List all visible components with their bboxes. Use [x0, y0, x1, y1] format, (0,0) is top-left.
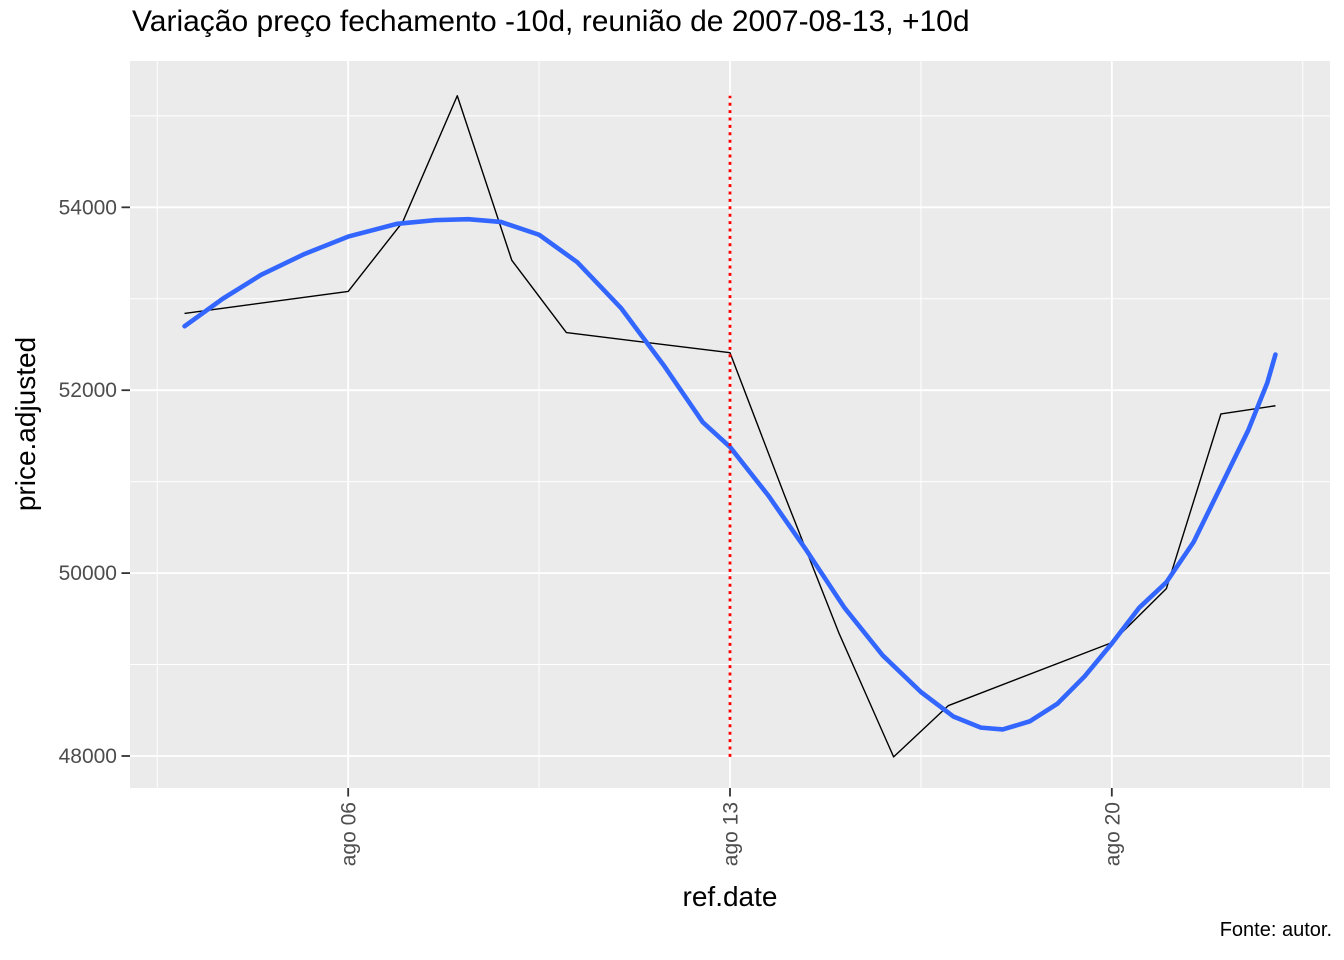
caption: Fonte: autor.	[1219, 919, 1332, 941]
price-line	[184, 95, 1276, 758]
chart-title: Variação preço fechamento -10d, reunião …	[132, 5, 970, 38]
y-tick-label: 48000	[59, 745, 117, 768]
smooth-line	[182, 216, 1278, 732]
x-tick-label: ago 06	[338, 802, 361, 866]
y-axis-title: price.adjusted	[10, 336, 41, 512]
y-tick-label: 52000	[59, 379, 117, 402]
y-tick-label: 54000	[59, 196, 117, 219]
y-tick-label: 50000	[59, 562, 117, 585]
x-tick-label: ago 20	[1101, 802, 1124, 866]
x-axis-title: ref.date	[682, 881, 778, 912]
x-tick-label: ago 13	[720, 802, 743, 866]
